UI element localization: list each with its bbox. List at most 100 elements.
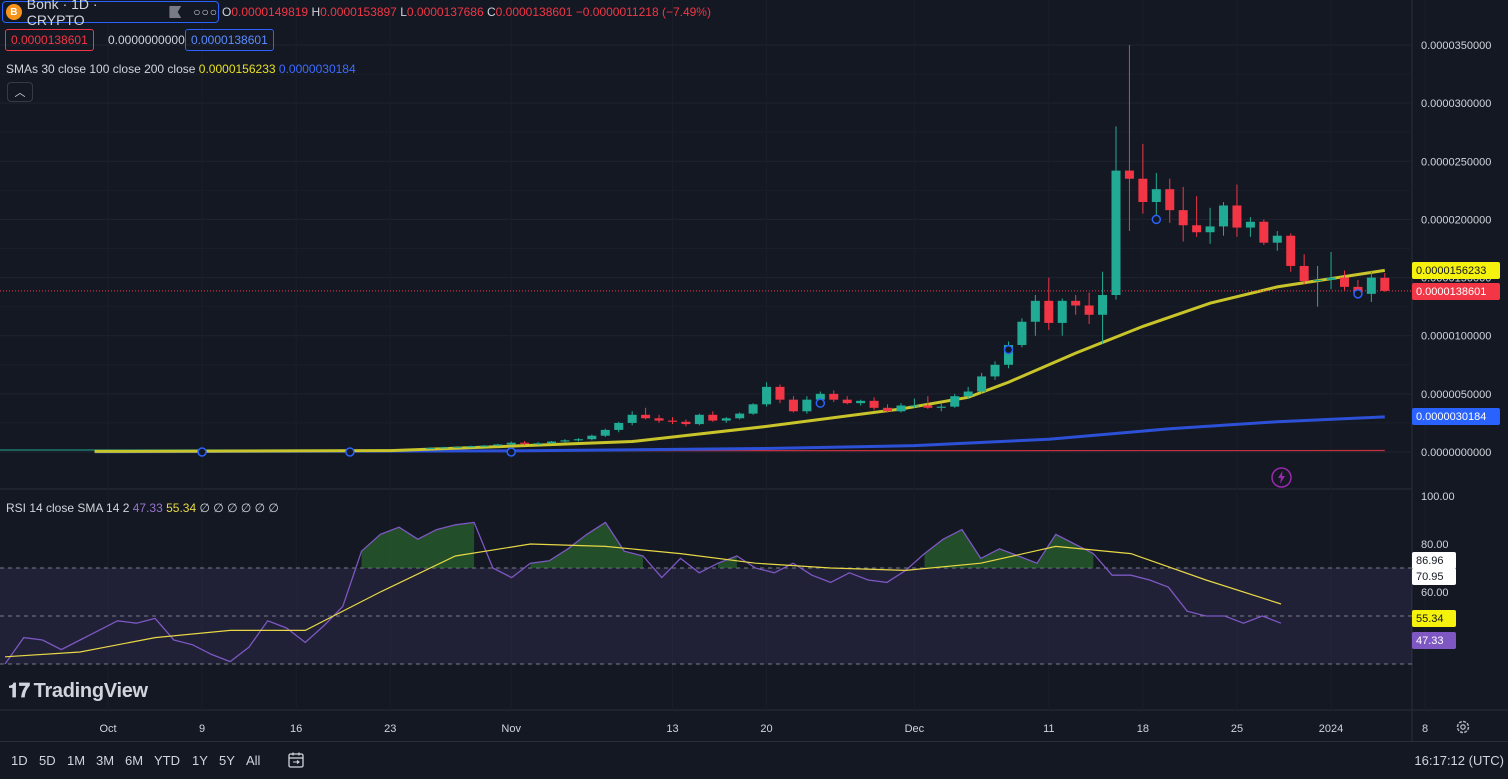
time-tick-label: Oct	[99, 723, 116, 735]
rsi-overbought-fill	[924, 529, 1094, 568]
event-marker	[345, 447, 355, 457]
candle-body	[990, 364, 1000, 377]
time-tick-label: 18	[1137, 723, 1149, 735]
range-all-button[interactable]: All	[246, 753, 261, 768]
gear-icon[interactable]	[1455, 719, 1471, 735]
candle-body	[1165, 189, 1175, 211]
time-tick-label: 25	[1231, 723, 1243, 735]
candle-body	[815, 393, 825, 400]
event-marker	[815, 398, 826, 408]
candle-body	[1098, 295, 1108, 315]
more-icon[interactable]: ○○○	[193, 5, 218, 19]
candle-body	[1205, 226, 1215, 233]
range-1y-button[interactable]: 1Y	[192, 753, 208, 768]
tradingview-watermark[interactable]: 𝟏𝟕 TradingView	[8, 680, 148, 703]
candle-body	[1219, 205, 1229, 227]
candle-body	[883, 407, 893, 412]
candle-body	[802, 399, 812, 412]
rsi-overbought-fill	[361, 522, 475, 568]
candle-body	[479, 445, 489, 447]
tradingview-logo-icon: 𝟏𝟕	[8, 680, 30, 702]
chevron-up-icon: ︿	[14, 87, 26, 99]
range-3m-button[interactable]: 3M	[96, 753, 115, 768]
calendar-icon[interactable]	[287, 751, 305, 769]
buy-price-button[interactable]: 0.0000138601	[185, 29, 274, 51]
candle-body	[829, 393, 839, 400]
time-tick-label: 8	[1422, 723, 1428, 735]
candle-body	[923, 405, 933, 408]
candle-body	[788, 399, 798, 412]
time-tick-label: Nov	[501, 723, 521, 735]
close-value: 0.0000138601	[495, 5, 573, 19]
event-marker	[1151, 214, 1162, 225]
candle-body	[493, 444, 503, 446]
price-tick-label: 0.0000200000	[1421, 214, 1491, 226]
sma30-price-tag: 0.0000156233	[1412, 262, 1500, 279]
rsi-pane	[0, 521, 1412, 665]
sma-legend-label: SMAs 30 close 100 close 200 close	[6, 62, 196, 76]
candle-body	[560, 440, 570, 442]
event-marker	[506, 447, 516, 457]
range-6m-button[interactable]: 6M	[125, 753, 144, 768]
utc-clock[interactable]: 16:17:12 (UTC)	[1414, 753, 1504, 768]
candle-body	[439, 447, 449, 449]
low-key: L	[400, 5, 407, 19]
candle-body	[1044, 300, 1054, 323]
candle-body	[1084, 305, 1094, 315]
candle-body	[573, 439, 583, 441]
candle-body	[842, 399, 852, 404]
sma100-legend-value: 0.0000030184	[278, 62, 356, 76]
candle-body	[1071, 300, 1081, 306]
price-tick-label: 0.0000250000	[1421, 156, 1491, 168]
symbol-title[interactable]: B Bonk · 1D · CRYPTO ○○○	[2, 0, 219, 28]
candle-body	[1380, 277, 1390, 291]
sell-price-button[interactable]: 0.0000138601	[5, 29, 94, 51]
candle-body	[667, 420, 677, 422]
bottom-toolbar: 1D 5D 1M 3M 6M YTD 1Y 5Y All 16:17:12 (U…	[0, 741, 1508, 779]
ohlc-legend: O0.0000149819 H0.0000153897 L0.000013768…	[222, 5, 711, 19]
last-price-tag: 0.0000138601	[1412, 283, 1500, 300]
candle-body	[856, 400, 866, 404]
range-1m-button[interactable]: 1M	[67, 753, 86, 768]
open-value: 0.0000149819	[231, 5, 309, 19]
candle-body	[909, 405, 919, 407]
range-5y-button[interactable]: 5Y	[219, 753, 235, 768]
high-key: H	[311, 5, 321, 19]
range-1d-button[interactable]: 1D	[11, 753, 28, 768]
candle-body	[426, 447, 436, 449]
sma30-legend-value: 0.0000156233	[198, 62, 276, 76]
candle-body	[775, 386, 785, 400]
range-5d-button[interactable]: 5D	[39, 753, 56, 768]
chart-canvas[interactable]: 0.0000000000 0.0000050000 0.0000100000 0.00…	[0, 0, 1508, 741]
rsi-overbought-fill	[718, 556, 737, 568]
rsi-upper-tag: 70.95	[1412, 568, 1456, 585]
low-value: 0.0000137686	[406, 5, 484, 19]
candle-body	[627, 414, 637, 423]
collapse-legend-button[interactable]: ︿	[7, 82, 33, 102]
price-tick-label: 0.0000000000	[1421, 447, 1491, 459]
candle-body	[547, 441, 557, 444]
candle-body	[1192, 225, 1202, 233]
candle-body	[1245, 221, 1255, 228]
candle-body	[1003, 345, 1013, 365]
candle-body	[1111, 170, 1121, 296]
rsi-legend[interactable]: RSI 14 close SMA 14 2 47.33 55.34 ∅ ∅ ∅ …	[6, 501, 279, 515]
price-tick-label: 0.0000050000	[1421, 389, 1491, 401]
open-key: O	[222, 5, 232, 19]
rsi-line	[4, 521, 1282, 665]
candle-body	[452, 446, 462, 448]
high-value: 0.0000153897	[320, 5, 397, 19]
range-ytd-button[interactable]: YTD	[154, 753, 180, 768]
flag-icon[interactable]	[169, 6, 182, 18]
candle-body	[708, 414, 718, 421]
price-pane	[0, 45, 1412, 457]
sma100-line	[94, 415, 1385, 454]
candle-body	[1030, 300, 1040, 322]
symbol-label: Bonk · 1D · CRYPTO	[26, 0, 98, 28]
candle-body	[1017, 321, 1027, 346]
candle-body	[1313, 279, 1323, 282]
sma-legend[interactable]: SMAs 30 close 100 close 200 close 0.0000…	[6, 62, 356, 76]
rsi-sma-legend-value: 55.34	[166, 501, 197, 515]
time-tick-label: 13	[666, 723, 678, 735]
lightning-icon[interactable]	[1271, 467, 1292, 488]
